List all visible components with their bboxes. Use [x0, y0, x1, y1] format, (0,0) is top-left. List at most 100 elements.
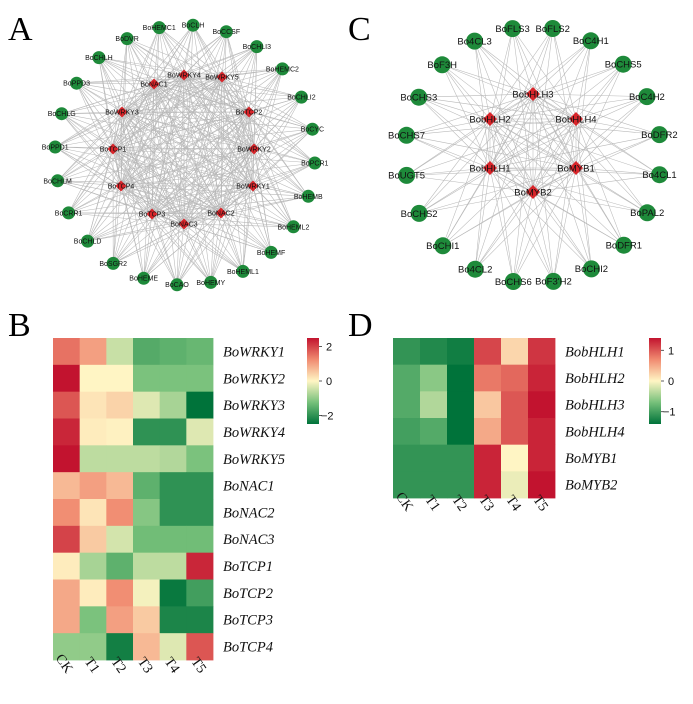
heatmap-cell [186, 338, 214, 366]
network-edge [76, 82, 123, 113]
network-edge [489, 167, 648, 214]
network-node-bocrr1: BoCRR1 [55, 206, 83, 220]
heatmap-cell [186, 391, 214, 419]
heatmap-cell [447, 418, 475, 446]
network-edge [112, 31, 227, 150]
network-edge [532, 93, 592, 269]
network-edge [474, 41, 534, 193]
network-node-bodfr1: BoDFR1 [606, 236, 642, 254]
network-node-bougt5: BoUGT5 [388, 166, 425, 184]
gene-node-circle [51, 174, 65, 188]
gene-node-label: BoPAL2 [630, 208, 664, 219]
network-edge [532, 134, 660, 193]
network-node-boheme: BoHEME [129, 271, 158, 285]
row-label-bonac2: BoNAC2 [223, 505, 275, 521]
network-node-bochs5: BoCHS5 [605, 55, 642, 73]
gene-node-label: BoCHLI3 [243, 44, 272, 51]
colorbar: 2 0 −2 [307, 338, 334, 424]
network-node-bodfr2: BoDFR2 [641, 126, 678, 144]
gene-node-circle [544, 272, 562, 290]
colorbar-tick-label: −1 [663, 407, 676, 419]
network-node-bohemb: BoHEMB [294, 189, 323, 203]
heatmap-cell [53, 338, 81, 366]
network-node-bohemc2: BoHEMC2 [266, 62, 299, 76]
network-hub-botcp4: BoTCP4 [108, 180, 134, 192]
gene-node-circle [651, 166, 668, 184]
network-edge [475, 167, 577, 270]
gene-node-label: BoFLS3 [495, 24, 529, 35]
gene-node-label: Bo4CL3 [457, 36, 491, 47]
network-edge [57, 111, 123, 181]
network-hub-bomyb2: BoMYB2 [514, 185, 552, 199]
network-edge [57, 180, 185, 225]
network-edge [159, 27, 250, 113]
gene-node-label: BoHEMF [257, 250, 285, 257]
gene-node-label: BoCRR1 [55, 210, 83, 217]
network-edge [121, 111, 315, 164]
network-node-bo4cl2: Bo4CL2 [458, 260, 492, 278]
gene-node-label: BoC4H2 [629, 92, 665, 103]
gene-node-label: BoCHI2 [575, 264, 608, 275]
heatmap-cell [159, 338, 187, 366]
heatmap-cell [186, 418, 214, 446]
network-edge [192, 25, 255, 150]
network-edge [153, 31, 227, 85]
network-node-bo4cl1: Bo4CL1 [642, 166, 677, 184]
network-edge [151, 196, 309, 215]
heatmap-cell [133, 364, 161, 393]
column-label-t4: T4 [502, 493, 523, 514]
network-edge [220, 96, 302, 214]
network-edge [112, 68, 283, 150]
network-edge [489, 40, 591, 120]
network-edge [121, 27, 160, 113]
heatmap-cell [159, 418, 187, 446]
heatmap-cell [79, 445, 107, 473]
network-edge [153, 27, 160, 85]
network-hub-bowrky1: BoWRKY1 [236, 180, 270, 192]
heatmap-b: BoWRKY1 BoWRKY2 BoWRKY3 BoWRKY4 BoWRKY5 BoNAC… [52, 338, 334, 676]
network-node-bochli2: BoCHLI2 [287, 90, 316, 104]
network-edge [442, 167, 491, 246]
heatmap-cell [474, 364, 502, 392]
network-node-boc4h2: BoC4H2 [629, 88, 665, 106]
network-edge [98, 57, 185, 225]
network-hub-bobhlh2: BobHLH2 [469, 112, 511, 126]
heatmap-cell [159, 579, 187, 607]
hub-node-label: BobHLH2 [469, 114, 510, 125]
network-edge [112, 38, 128, 150]
heatmap-cell [133, 579, 161, 607]
network-edge [532, 93, 660, 135]
heatmap-cell [186, 472, 214, 500]
heatmap-cell [528, 364, 556, 392]
network-edge [575, 167, 648, 214]
network-edge [98, 57, 155, 85]
colorbar-gradient [307, 338, 319, 424]
gene-node-label: BoDFR2 [641, 130, 677, 141]
hub-node-diamond [248, 143, 260, 155]
network-edge [418, 167, 491, 214]
network-edge [120, 83, 155, 187]
colorbar-tick-label: 2 [326, 342, 332, 354]
row-label-bowrky3: BoWRKY3 [223, 398, 285, 414]
network-edge [183, 196, 309, 225]
network-edge [57, 83, 155, 181]
network-edge [98, 57, 255, 150]
hub-node-label: BobHLH1 [469, 163, 510, 174]
colorbar-tick-label: 1 [668, 345, 674, 357]
column-label-t4: T4 [161, 655, 182, 676]
heatmap-cell [159, 472, 187, 500]
network-edge [112, 96, 302, 150]
network-edge [253, 148, 272, 253]
heatmap-cell [474, 471, 502, 499]
network-edge [575, 167, 625, 246]
network-edge [183, 223, 272, 253]
row-label-botcp2: BoTCP2 [223, 586, 273, 602]
network-edge [98, 57, 254, 187]
network-node-bohemf: BoHEMF [257, 245, 285, 259]
network-node-boppd1: BoPPD1 [42, 140, 69, 154]
row-label-bobhlh1: BobHLH1 [565, 344, 625, 360]
network-edge [61, 83, 155, 114]
heatmap-cell [79, 606, 107, 634]
gene-node-label: BoHEME [129, 276, 158, 283]
